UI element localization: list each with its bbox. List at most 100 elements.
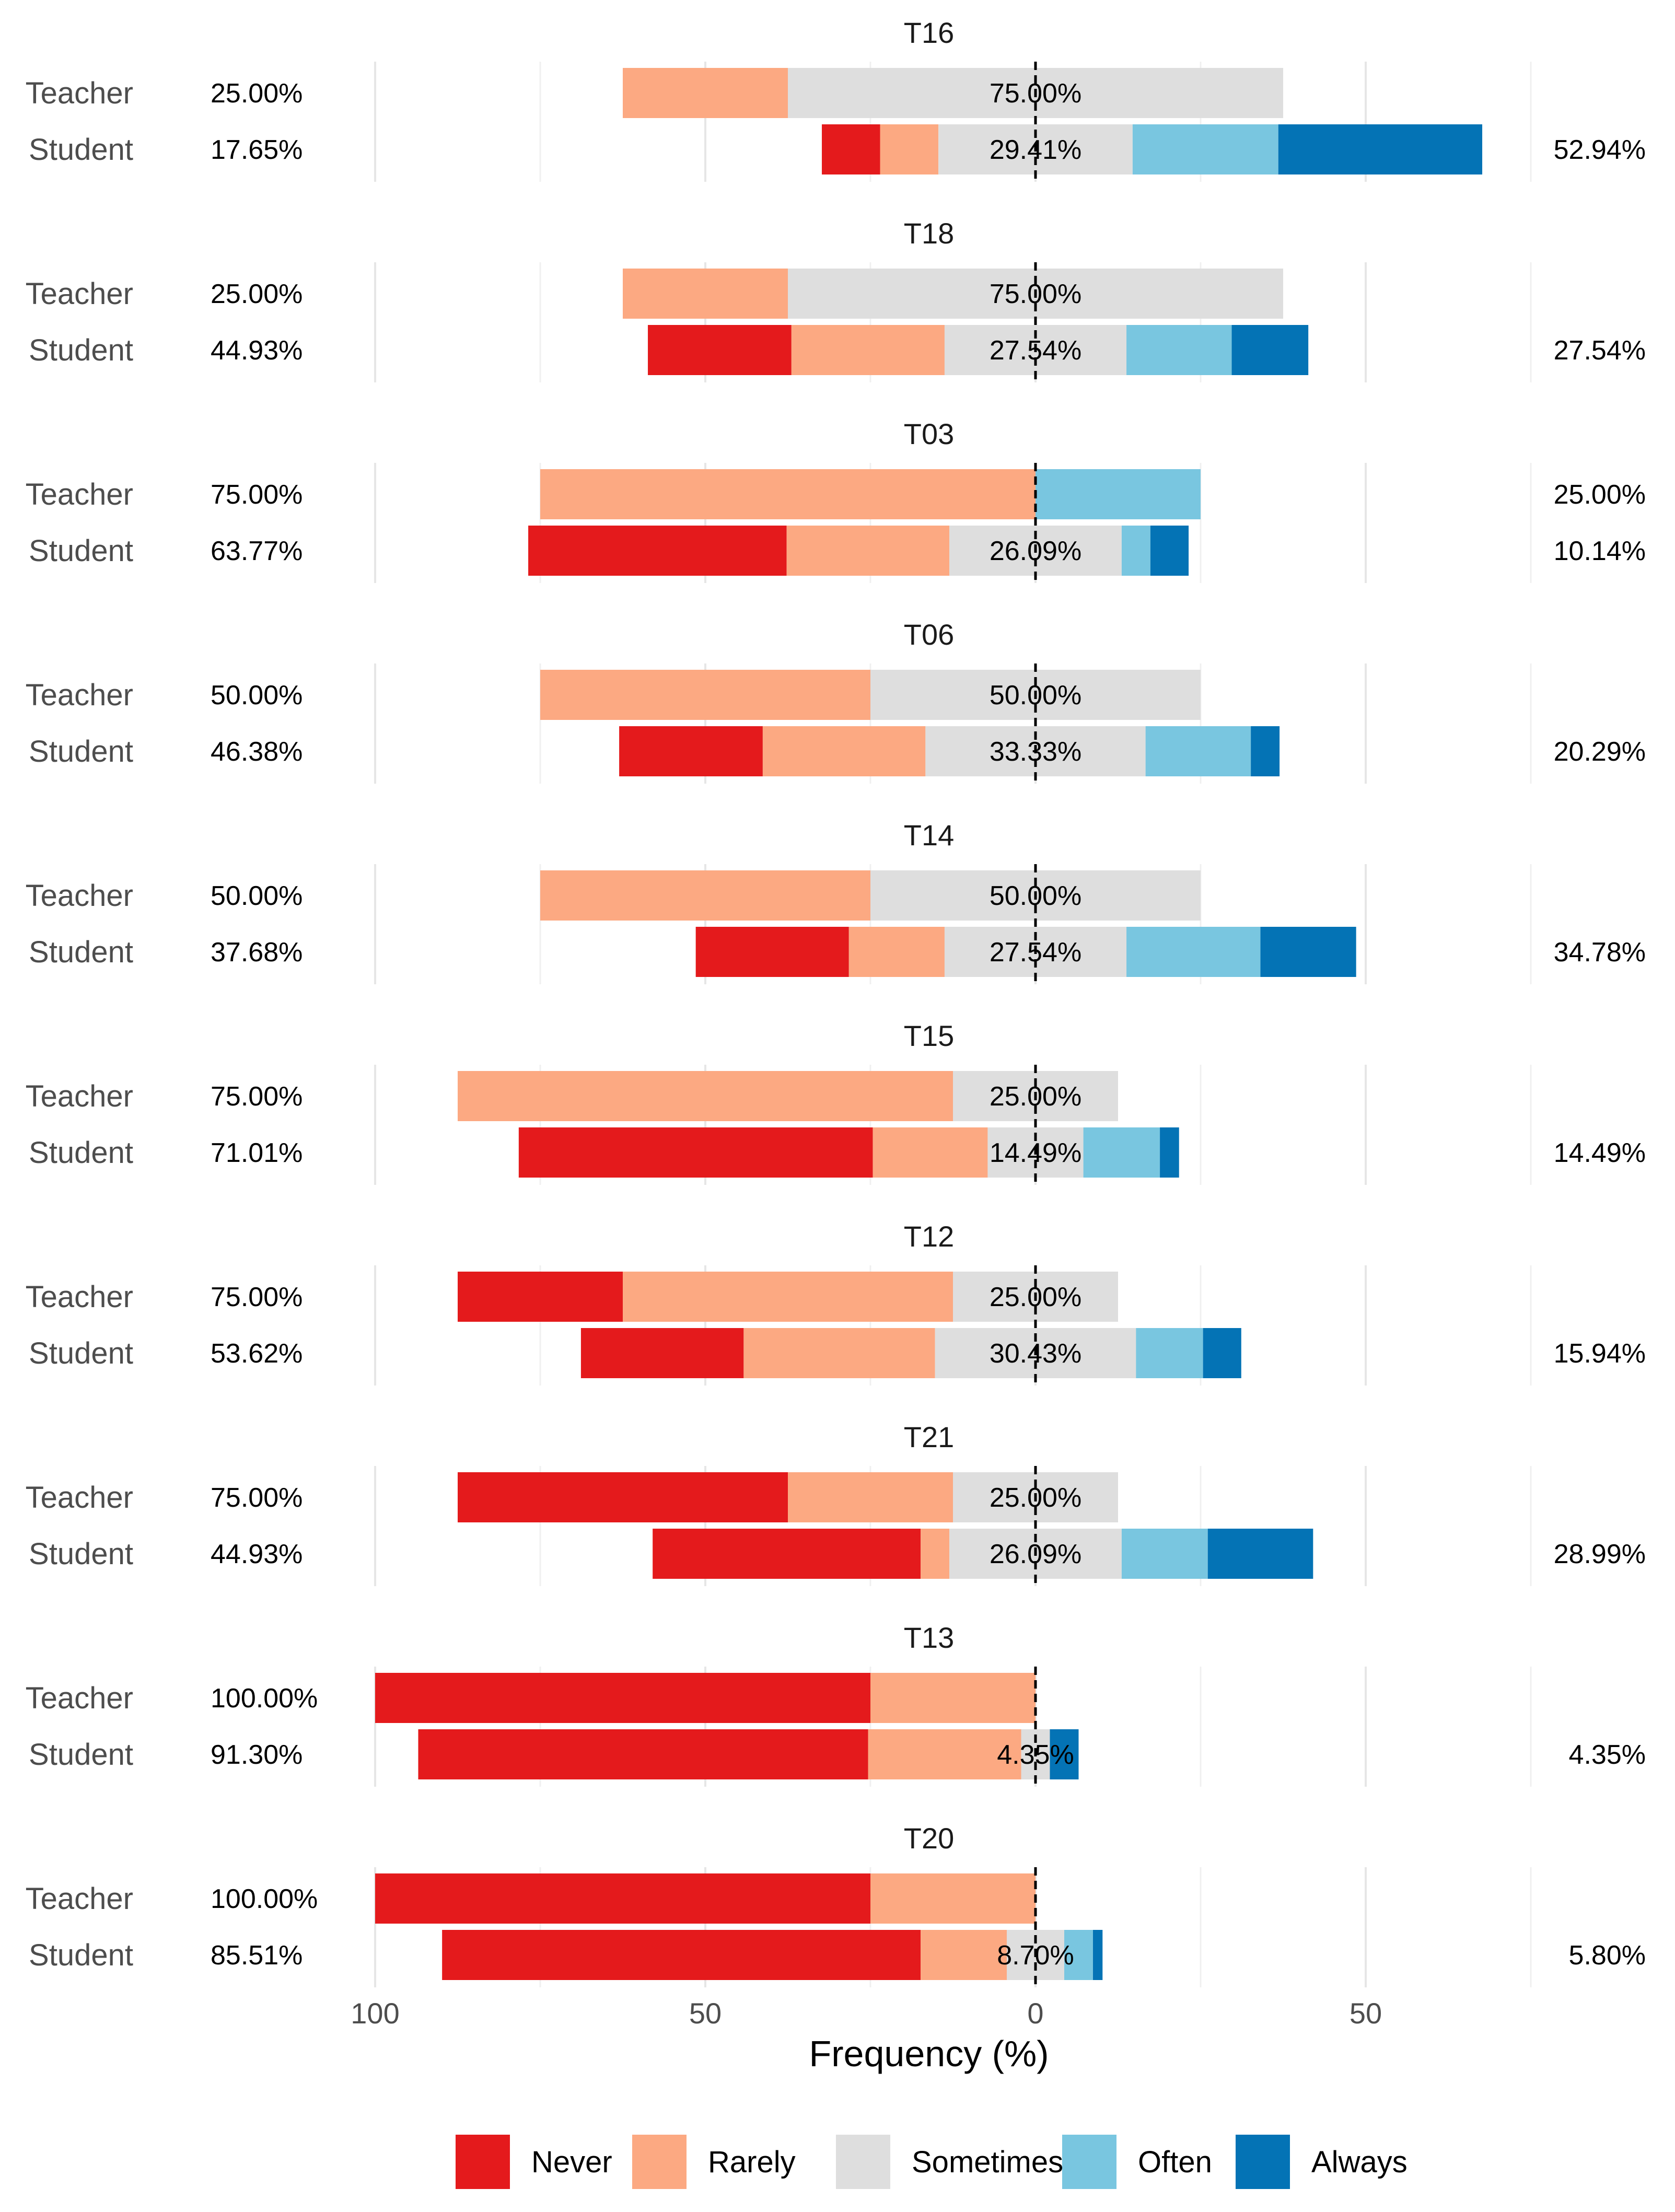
bar-segment-always [1260, 927, 1356, 977]
bar-segment-always [1150, 526, 1189, 576]
group-label: Teacher [26, 1079, 133, 1113]
panel-title: T03 [904, 417, 955, 450]
low-percent-label: 71.01% [211, 1138, 303, 1168]
bar-segment-always [1050, 1729, 1079, 1779]
row-teacher: Teacher 100.00% [26, 1673, 1036, 1723]
bar-segment-rarely [623, 1272, 953, 1322]
bar-segment-often [1121, 526, 1150, 576]
group-label: Student [29, 1136, 133, 1170]
low-percent-label: 46.38% [211, 737, 303, 767]
bar-segment-never [458, 1272, 623, 1322]
legend-label: Always [1311, 2145, 1408, 2179]
high-percent-label: 10.14% [1554, 536, 1646, 566]
bar-segment-often [1064, 1930, 1093, 1980]
row-student: Student 71.01% 14.49% 14.49% [29, 1127, 1646, 1178]
bar-segment-rarely [791, 325, 945, 375]
bar-segment-often [1126, 325, 1232, 375]
bar-segment-always [1203, 1328, 1241, 1378]
row-student: Student 53.62% 30.43% 15.94% [29, 1328, 1646, 1378]
group-label: Teacher [26, 478, 133, 511]
bar-segment-never [375, 1673, 870, 1723]
group-label: Teacher [26, 678, 133, 712]
low-percent-label: 44.93% [211, 335, 303, 366]
row-student: Student 44.93% 26.09% 28.99% [29, 1529, 1646, 1579]
bar-segment-rarely [540, 469, 1036, 519]
group-label: Student [29, 534, 133, 568]
bar-segment-rarely [743, 1328, 935, 1378]
bar-segment-rarely [880, 124, 939, 174]
bar-segment-always [1160, 1127, 1179, 1178]
group-label: Student [29, 935, 133, 969]
bar-segment-often [1126, 927, 1261, 977]
group-label: Teacher [26, 1681, 133, 1715]
x-tick-label: 0 [1027, 1997, 1043, 2030]
bar-segment-rarely [848, 927, 945, 977]
panel-title: T15 [904, 1019, 955, 1052]
bar-segment-never [822, 124, 880, 174]
panel-title: T21 [904, 1421, 955, 1453]
legend-swatch [456, 2135, 510, 2189]
legend-label: Rarely [708, 2145, 796, 2179]
high-percent-label: 14.49% [1554, 1138, 1646, 1168]
legend-item-often: Often [1062, 2135, 1212, 2189]
bar-segment-never [580, 1328, 744, 1378]
bar-segment-rarely [921, 1930, 1007, 1980]
high-percent-label: 15.94% [1554, 1338, 1646, 1369]
low-percent-label: 25.00% [211, 78, 303, 109]
group-label: Student [29, 133, 133, 167]
x-axis-title: Frequency (%) [809, 2033, 1049, 2074]
bar-segment-rarely [868, 1729, 1021, 1779]
panel-title: T12 [904, 1220, 955, 1253]
bar-segment-rarely [762, 726, 926, 776]
low-percent-label: 75.00% [211, 480, 303, 510]
group-label: Teacher [26, 879, 133, 913]
bar-segment-rarely [623, 68, 788, 118]
row-teacher: Teacher 100.00% [26, 1873, 1036, 1924]
bar-segment-rarely [786, 526, 950, 576]
bar-segment-rarely [870, 1673, 1036, 1723]
bar-segment-often [1145, 726, 1251, 776]
panel-title: T14 [904, 819, 955, 852]
bar-segment-rarely [540, 870, 870, 921]
low-percent-label: 44.93% [211, 1539, 303, 1569]
low-percent-label: 63.77% [211, 536, 303, 566]
low-percent-label: 100.00% [211, 1683, 318, 1714]
row-teacher: Teacher 75.00% 25.00% [26, 469, 1646, 519]
low-percent-label: 50.00% [211, 881, 303, 911]
legend-label: Sometimes [912, 2145, 1063, 2179]
bar-segment-always [1207, 1529, 1313, 1579]
x-tick-label: 50 [689, 1997, 722, 2030]
legend-swatch [836, 2135, 890, 2189]
high-percent-label: 28.99% [1554, 1539, 1646, 1569]
group-label: Student [29, 1336, 133, 1370]
high-percent-label: 4.35% [1569, 1740, 1646, 1770]
bar-segment-rarely [540, 670, 870, 720]
bar-segment-rarely [873, 1127, 988, 1178]
group-label: Student [29, 333, 133, 367]
bar-segment-never [619, 726, 763, 776]
bar-segment-never [375, 1873, 870, 1924]
legend-swatch [1062, 2135, 1116, 2189]
x-tick-label: 100 [351, 1997, 399, 2030]
legend-item-sometimes: Sometimes [836, 2135, 1063, 2189]
bar-segment-always [1278, 124, 1483, 174]
group-label: Student [29, 1537, 133, 1571]
bar-segment-rarely [921, 1529, 950, 1579]
bar-segment-rarely [623, 269, 788, 319]
high-percent-label: 20.29% [1554, 737, 1646, 767]
low-percent-label: 75.00% [211, 1282, 303, 1312]
bar-segment-always [1251, 726, 1280, 776]
panel-title: T13 [904, 1621, 955, 1654]
bar-segment-never [653, 1529, 921, 1579]
low-percent-label: 75.00% [211, 1081, 303, 1112]
low-percent-label: 100.00% [211, 1884, 318, 1914]
legend-item-never: Never [456, 2135, 612, 2189]
low-percent-label: 75.00% [211, 1483, 303, 1513]
bar-segment-never [695, 927, 849, 977]
